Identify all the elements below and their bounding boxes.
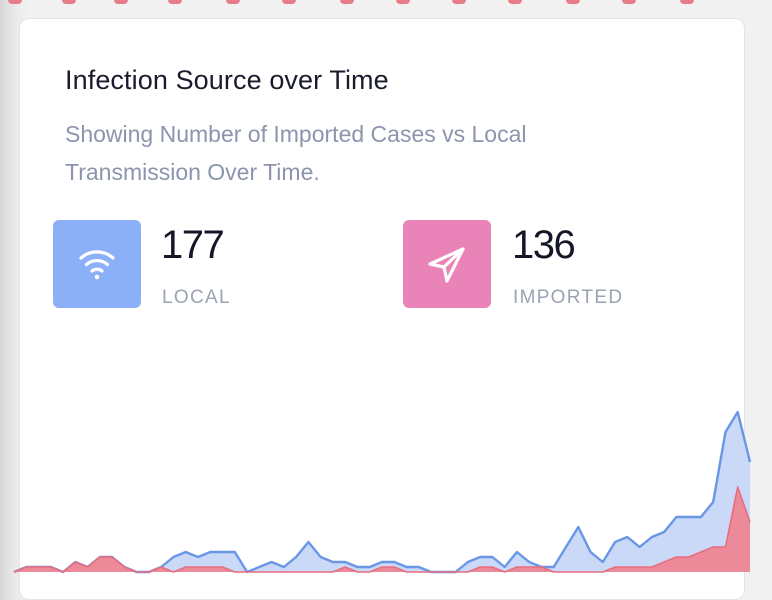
card-subtitle: Showing Number of Imported Cases vs Loca… — [65, 121, 527, 185]
imported-series-area — [14, 487, 750, 572]
send-icon — [403, 220, 491, 308]
local-label: LOCAL — [162, 287, 231, 308]
infection-area-chart — [13, 410, 752, 574]
imported-count: 136 — [512, 223, 576, 267]
wifi-icon — [53, 220, 141, 308]
card-title: Infection Source over Time — [65, 65, 389, 95]
imported-series-line — [13, 486, 751, 573]
local-series-line — [13, 410, 752, 574]
local-series-area — [14, 412, 750, 572]
top-strip — [0, 0, 772, 6]
imported-label: IMPORTED — [513, 287, 624, 308]
local-count: 177 — [161, 223, 225, 267]
infection-source-card: Infection Source over Time Showing Numbe… — [19, 18, 745, 600]
